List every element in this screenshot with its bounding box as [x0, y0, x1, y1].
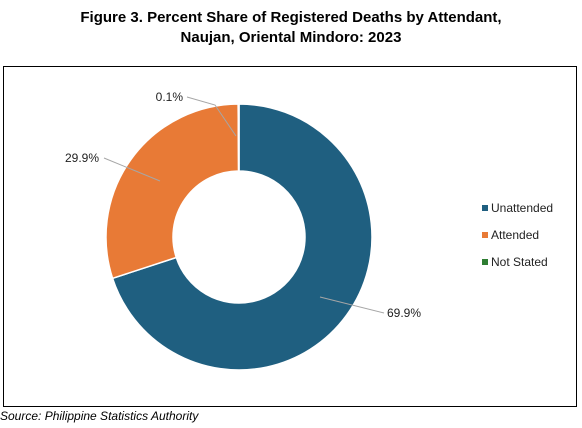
legend-item-not-stated: Not Stated [482, 255, 548, 269]
legend-swatch-attended [482, 232, 488, 238]
source-note: Source: Philippine Statistics Authority [0, 409, 199, 423]
donut-slice-attended [105, 103, 240, 280]
chart-area: 69.9% 29.9% 0.1% Unattended Attended Not Sta… [3, 66, 577, 407]
data-label-attended: 29.9% [65, 151, 99, 165]
leader-line-attended [103, 157, 161, 182]
donut-slice-not-stated [237, 103, 240, 172]
legend: Unattended Attended Not Stated [482, 201, 553, 269]
donut-chart: 69.9% 29.9% 0.1% Unattended Attended Not Sta… [65, 90, 553, 371]
donut-slice-unattended [111, 103, 373, 371]
data-label-not-stated: 0.1% [156, 90, 184, 104]
legend-label-unattended: Unattended [491, 201, 553, 215]
leader-line-unattended [319, 296, 385, 314]
legend-item-attended: Attended [482, 228, 539, 242]
chart-title-line-1: Figure 3. Percent Share of Registered De… [80, 9, 502, 26]
slices-layer [105, 103, 373, 371]
leader-lines-layer [103, 96, 385, 314]
legend-item-unattended: Unattended [482, 201, 553, 215]
legend-label-attended: Attended [491, 228, 539, 242]
data-label-unattended: 69.9% [387, 306, 421, 320]
data-labels-layer: 69.9% 29.9% 0.1% [65, 90, 421, 320]
legend-label-not-stated: Not Stated [491, 255, 548, 269]
chart-title: Figure 3. Percent Share of Registered De… [0, 8, 582, 48]
chart-title-line-2: Naujan, Oriental Mindoro: 2023 [180, 29, 402, 46]
legend-swatch-unattended [482, 205, 488, 211]
legend-swatch-not-stated [482, 259, 488, 265]
leader-line-not-stated [186, 96, 237, 137]
